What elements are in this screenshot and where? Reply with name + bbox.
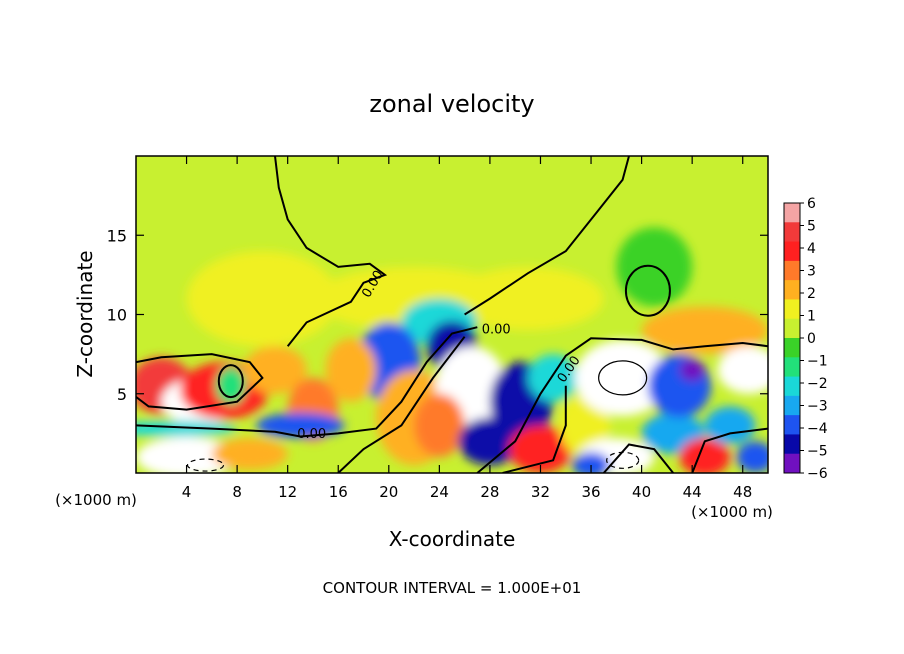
- colorbar-tick-label: −3: [807, 399, 828, 415]
- colorbar-band: [784, 415, 800, 435]
- contour-label: 0.00: [297, 427, 326, 442]
- velocity-feature: [211, 438, 288, 470]
- colorbar-tick-label: −4: [807, 421, 828, 437]
- colorbar-band: [784, 280, 800, 300]
- colorbar-band: [784, 260, 800, 281]
- x-tick-label: 20: [379, 483, 398, 501]
- velocity-feature: [679, 358, 705, 382]
- velocity-feature: [215, 366, 246, 405]
- colorbar-tick-label: 4: [807, 241, 816, 257]
- x-tick-label: 24: [430, 483, 449, 501]
- colorbar-band: [784, 434, 800, 455]
- colorbar-band: [784, 318, 800, 339]
- velocity-feature: [572, 452, 610, 473]
- zero-contour: [602, 443, 674, 473]
- y-tick-label: 15: [107, 226, 127, 245]
- y-tick-label: 5: [117, 385, 127, 404]
- zero-contour: [136, 326, 478, 438]
- velocity-feature: [186, 251, 339, 347]
- zero-contour: [691, 427, 768, 473]
- plot-area: [136, 156, 768, 473]
- velocity-feature: [136, 436, 238, 473]
- colorbar-band: [784, 453, 800, 474]
- x-axis-label: X-coordinate: [389, 527, 516, 551]
- velocity-feature: [136, 420, 238, 437]
- x-tick-label: 8: [232, 483, 242, 501]
- x-tick-label: 12: [278, 483, 297, 501]
- contour-label: 0.00: [482, 323, 511, 338]
- x-tick-label: 16: [329, 483, 348, 501]
- negative-contour-loop: [606, 451, 640, 469]
- colorbar-tick-label: 1: [807, 309, 816, 325]
- x-unit-left: (×1000 m): [55, 491, 137, 509]
- zero-contour-loop: [624, 264, 671, 317]
- zero-contour: [464, 156, 630, 316]
- colorbar-tick-label: −5: [807, 444, 828, 460]
- velocity-feature: [717, 346, 768, 394]
- negative-contour-loop: [186, 458, 225, 472]
- positive-contour-loop: [598, 360, 648, 396]
- x-tick-label: 48: [733, 483, 752, 501]
- zero-contour-loop: [217, 364, 244, 399]
- colorbar-band: [784, 338, 800, 358]
- colorbar-tick-label: −1: [807, 354, 828, 370]
- colorbar-tick-label: −6: [807, 466, 828, 482]
- zero-contour: [502, 385, 567, 473]
- velocity-feature: [704, 406, 756, 445]
- velocity-feature: [452, 266, 604, 331]
- colorbar-tick-label: 2: [807, 286, 816, 302]
- y-tick-label: 10: [107, 306, 127, 325]
- velocity-feature: [508, 425, 573, 473]
- velocity-feature: [641, 306, 768, 355]
- colorbar-band: [784, 203, 800, 223]
- velocity-feature: [414, 393, 465, 458]
- x-tick-label: 36: [581, 483, 600, 501]
- velocity-feature: [574, 339, 671, 416]
- velocity-feature: [736, 441, 768, 473]
- zero-contour: [476, 337, 768, 473]
- zero-contour: [274, 156, 388, 347]
- colorbar-tick-label: 6: [807, 196, 816, 212]
- y-axis-label: Z-coordinate: [73, 250, 97, 377]
- colorbar-band: [784, 241, 800, 262]
- colorbar-tick-label: 5: [807, 219, 816, 235]
- velocity-feature: [679, 438, 731, 473]
- x-tick-label: 40: [632, 483, 651, 501]
- chart-title: zonal velocity: [369, 90, 534, 118]
- x-tick-label: 4: [182, 483, 192, 501]
- zero-contour: [337, 336, 466, 473]
- x-tick-label: 28: [480, 483, 499, 501]
- colorbar-band: [784, 222, 800, 243]
- velocity-feature: [325, 338, 377, 402]
- contour-interval-footer: CONTOUR INTERVAL = 1.000E+01: [323, 579, 582, 597]
- colorbar-band: [784, 376, 800, 397]
- colorbar-band: [784, 395, 800, 416]
- x-unit-right: (×1000 m): [691, 503, 773, 521]
- x-tick-label: 32: [531, 483, 550, 501]
- colorbar: 6 5 4 3 2 1 0 −1 −2 −3 −4 −5 −6: [783, 196, 828, 482]
- colorbar-band: [784, 299, 800, 320]
- x-tick-label: 44: [683, 483, 702, 501]
- zero-contour: [136, 353, 264, 411]
- colorbar-tick-label: −2: [807, 376, 828, 392]
- colorbar-band: [784, 357, 800, 378]
- colorbar-tick-label: 0: [807, 331, 816, 347]
- colorbar-tick-label: 3: [807, 264, 816, 280]
